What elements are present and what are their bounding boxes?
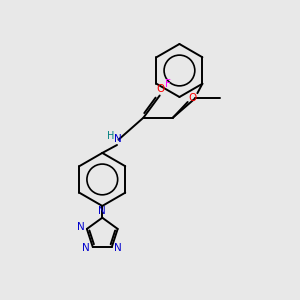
Text: N: N: [114, 244, 122, 254]
Text: N: N: [114, 134, 122, 144]
Text: O: O: [156, 84, 164, 94]
Text: F: F: [165, 79, 171, 89]
Text: N: N: [98, 206, 106, 216]
Text: N: N: [76, 222, 84, 233]
Text: H: H: [106, 131, 114, 141]
Text: O: O: [188, 94, 196, 103]
Text: N: N: [82, 244, 90, 254]
